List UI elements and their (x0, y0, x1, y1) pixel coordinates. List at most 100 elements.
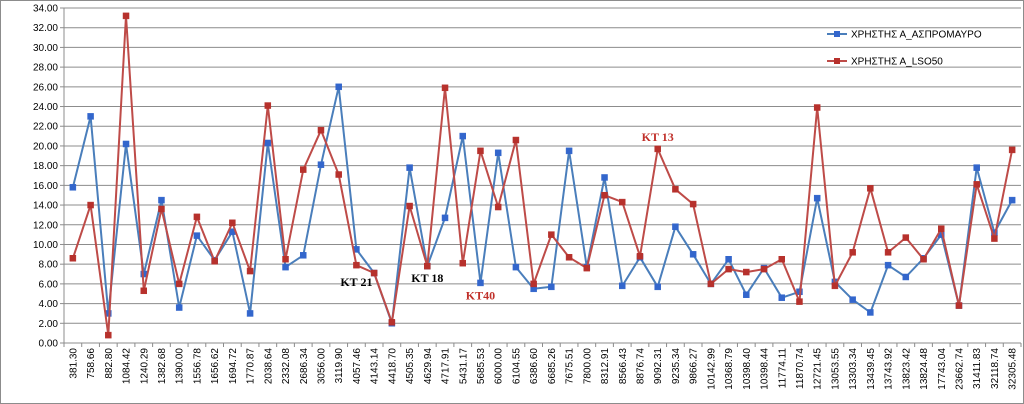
data-point (689, 251, 697, 258)
x-tick-label: 7800.00 (582, 348, 593, 385)
y-axis: 0.00 2.00 4.00 6.00 8.00 10.00 12.00 14.00 16.00… (33, 4, 65, 350)
data-point (193, 213, 201, 221)
data-point (494, 149, 502, 157)
annotation-label: KT 18 (411, 271, 443, 285)
data-point (105, 331, 112, 339)
x-tick-label: 9092.31 (653, 348, 664, 385)
data-point (1008, 196, 1016, 204)
y-tick-label: 32.00 (33, 23, 58, 34)
x-tick-label: 11870.74 (795, 348, 806, 389)
data-point (938, 225, 945, 232)
data-point (672, 223, 679, 230)
data-point (831, 282, 839, 290)
x-tick-label: 8312.91 (600, 348, 611, 385)
legend-label: ΧΡΗΣΤΗΣ Α_LSO50 (851, 57, 943, 68)
data-point (282, 263, 289, 271)
x-axis: 381.30 758.66 882.80 1084.42 1240.29 1382.68 1… (63, 342, 1022, 390)
data-point (867, 185, 874, 192)
x-tick-label: 6000.00 (494, 348, 505, 385)
y-tick-label: 4.00 (39, 299, 59, 310)
legend-label: ΧΡΗΣΤΗΣ Α_ΑΣΠΡΟΜΑΥΡΟ (851, 30, 982, 41)
y-tick-label: 12.00 (33, 220, 58, 231)
x-tick-label: 23662.74 (954, 348, 965, 390)
y-tick-label: 20.00 (33, 141, 58, 152)
data-point (973, 181, 980, 188)
data-point (689, 200, 697, 208)
x-tick-label: 2038.64 (263, 348, 274, 385)
x-tick-label: 4418.70 (387, 348, 398, 385)
x-tick-label: 12721.45 (813, 348, 824, 390)
data-point (796, 298, 803, 305)
data-point (902, 234, 910, 241)
data-point (353, 261, 360, 269)
data-point (583, 264, 591, 272)
data-point (565, 147, 573, 155)
x-tick-label: 4057.46 (352, 348, 363, 385)
y-tick-label: 30.00 (33, 43, 58, 54)
data-point (122, 140, 130, 148)
x-tick-label: 6386.60 (529, 348, 540, 385)
data-point (335, 171, 342, 178)
x-tick-label: 8876.74 (635, 348, 646, 385)
data-point (317, 126, 325, 134)
data-point (619, 198, 626, 206)
x-tick-label: 9235.34 (671, 348, 682, 385)
x-tick-label: 17743.04 (937, 348, 948, 390)
data-point (636, 253, 644, 260)
series-layer (69, 12, 1016, 339)
data-point (282, 256, 289, 263)
y-tick-label: 18.00 (33, 161, 58, 172)
x-tick-label: 381.30 (68, 348, 79, 379)
x-tick-label: 2332.08 (281, 348, 292, 385)
data-point (406, 164, 413, 171)
legend: ΧΡΗΣΤΗΣ Α_ΑΣΠΡΟΜΑΥΡΟ ΧΡΗΣΤΗΣ Α_LSO50 (827, 30, 982, 68)
data-point (672, 186, 679, 193)
data-point (512, 263, 520, 271)
data-point (743, 291, 750, 298)
y-tick-label: 8.00 (39, 260, 59, 271)
x-tick-label: 6104.55 (511, 348, 522, 385)
data-point (158, 196, 165, 204)
x-tick-label: 5685.53 (476, 348, 487, 385)
data-point (725, 256, 732, 263)
x-tick-label: 1656.62 (210, 348, 221, 385)
x-tick-label: 13439.45 (866, 348, 877, 390)
data-point (494, 203, 502, 211)
data-point (441, 84, 449, 92)
x-tick-label: 1694.72 (228, 348, 239, 385)
data-point (512, 136, 520, 144)
x-tick-label: 5431.17 (458, 348, 469, 385)
x-tick-label: 10142.99 (706, 348, 717, 390)
data-point (211, 257, 218, 265)
data-point (370, 269, 378, 277)
x-tick-label: 6685.26 (547, 348, 558, 385)
x-tick-label: 13823.42 (901, 348, 912, 390)
x-tick-label: 4505.35 (405, 348, 416, 385)
data-point (175, 280, 183, 288)
x-tick-label: 8566.43 (618, 348, 629, 385)
data-point (778, 294, 785, 301)
data-point (158, 205, 165, 213)
annotation-label: KT 13 (642, 130, 674, 144)
annotations: KT 21 KT 18 KT40 KT 13 (340, 130, 673, 303)
data-point (477, 147, 484, 155)
data-point (884, 249, 892, 256)
data-point (441, 214, 449, 222)
x-tick-label: 13053.55 (830, 348, 841, 390)
data-point (193, 232, 201, 239)
data-point (548, 283, 555, 291)
data-point (849, 249, 856, 256)
x-tick-label: 3119.90 (334, 348, 345, 384)
x-tick-label: 758.66 (86, 348, 97, 379)
y-tick-label: 28.00 (33, 63, 58, 74)
x-tick-label: 32118.74 (990, 348, 1001, 389)
x-tick-label: 1084.42 (122, 348, 133, 385)
x-tick-label: 10398.40 (742, 348, 753, 390)
data-point (778, 256, 785, 263)
x-tick-label: 7675.51 (565, 348, 576, 385)
x-tick-label: 1390.00 (175, 348, 186, 385)
x-tick-label: 882.80 (104, 348, 115, 379)
data-point (565, 254, 573, 261)
data-point (335, 83, 342, 91)
data-point (424, 262, 431, 270)
